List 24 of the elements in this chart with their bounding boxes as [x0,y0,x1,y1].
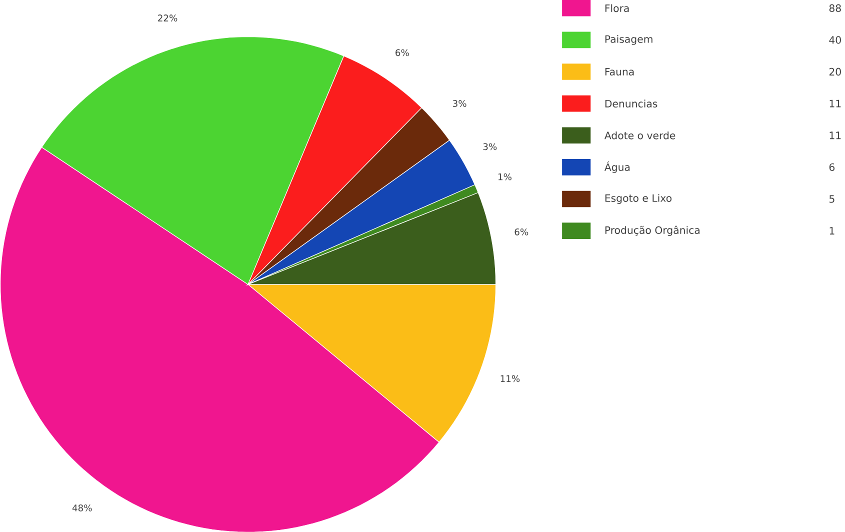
data-label: 1 [830,226,834,234]
data-label: 6 [829,163,835,171]
legend-label: Produção Orgânica [605,225,700,236]
text: 48% [72,504,92,512]
text: 6% [514,228,528,236]
data-label: 88 [829,4,841,12]
text: 3% [452,100,466,107]
data-label: 20 [829,68,841,76]
data-label: 5 [829,194,834,203]
text: 11% [500,374,520,382]
legend-label: Adote o verde [604,131,676,140]
data-label: 40 [829,36,841,44]
legend-label: Esgoto e Lixo [605,194,672,204]
text: 6% [396,48,409,56]
text: 1% [498,173,512,180]
data-label: 11 [830,100,841,108]
legend-label: Água [604,161,630,173]
text: 22% [158,14,178,22]
legend-label: Fauna [605,68,634,76]
legend-label: Paisagem [605,34,652,45]
text: 3% [483,142,497,150]
legend-label: Denuncias [605,99,658,108]
data-label: 11 [830,131,841,139]
legend-label: Flora [605,4,629,12]
